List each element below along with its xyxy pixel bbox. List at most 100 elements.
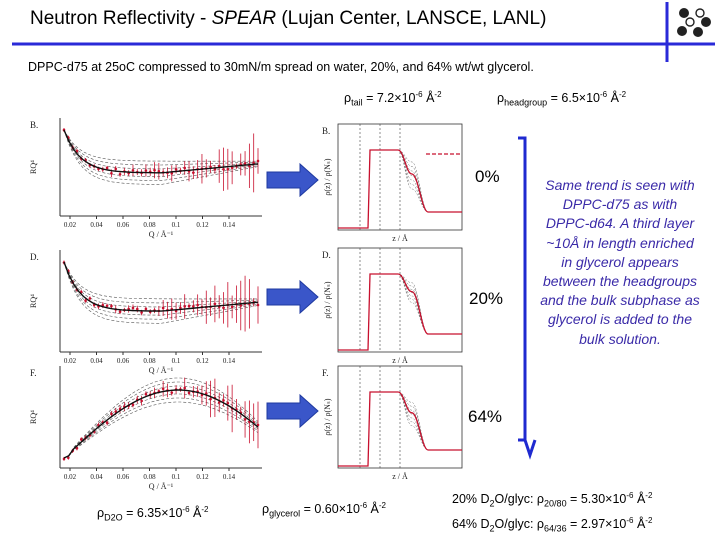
data-point [79,438,83,441]
data-point [230,166,234,170]
data-point [174,167,178,171]
density-panel-3: F. ρ(z) / ρ(Nₛ) z / Å [322,365,463,481]
subtitle: DPPC-d75 at 25oC compressed to 30mN/m sp… [28,60,534,74]
x-label: Q / Å⁻¹ [149,482,174,491]
profile-variant [338,149,462,229]
data-point [243,162,247,165]
data-point [192,171,195,174]
data-point [144,307,148,311]
trend-bracket [518,136,527,442]
data-point [213,168,217,171]
profile-variant [338,149,462,229]
data-point [209,397,212,401]
data-point [101,303,105,307]
model-curve [63,261,259,324]
model-curve [63,129,258,162]
y-label: RQ⁴ [29,410,38,424]
fit-curve [63,389,259,459]
rho-headgroup: ρheadgroup = 6.5×10-6 Å-2 [497,90,627,108]
panel-letter: B. [322,126,330,136]
data-point [183,166,187,170]
model-curve [63,129,259,166]
model-curve [63,261,258,300]
plot-frame [337,365,463,469]
data-point [114,167,118,171]
x-tick-label: 0.14 [223,473,236,481]
panel-letter: F. [30,368,37,378]
logo-dots-icon [677,8,711,37]
data-point [230,305,234,309]
reflectivity-panel-2: D. RQ⁴ Q / Å⁻¹ 0.02 0.04 0.06 0.08 0.1 0.12 0.14 [29,250,262,375]
x-tick-label: 0.06 [117,221,130,229]
x-tick-label: 0.04 [90,357,103,365]
data-point [256,423,260,427]
data-point [110,171,113,175]
data-point [192,305,195,308]
model-curve [63,129,259,181]
y-label: ρ(z) / ρ(Nₛ) [323,398,332,436]
data-point [196,303,199,307]
data-point [131,169,135,172]
data-point [75,446,79,450]
fit-curve [63,261,259,312]
y-label: RQ⁴ [29,294,38,308]
density-panel-2: D. ρ(z) / ρ(Nₛ) z / Å [322,247,463,365]
x-tick-label: 0.12 [196,357,209,365]
reflectivity-panel-3: F. RQ⁴ Q / Å⁻¹ 0.02 0.04 0.06 0.08 0.1 0.12 0.14 [29,366,262,491]
data-point [118,310,122,314]
data-point [67,456,70,460]
x-tick-label: 0.06 [117,357,130,365]
data-point [161,387,165,391]
panel-letter: D. [30,252,39,262]
data-point [118,172,122,176]
model-curve [63,261,259,304]
x-tick-label: 0.12 [196,473,209,481]
data-point [105,304,109,308]
data-point [256,303,260,307]
x-label: z / Å [392,472,408,481]
data-point [131,306,135,310]
data-point [183,386,187,390]
x-tick-label: 0.08 [143,473,156,481]
x-tick-label: 0.04 [90,473,103,481]
data-point [110,412,113,416]
y-label: RQ⁴ [29,160,38,174]
arrow-3-icon [266,393,319,429]
y-label: ρ(z) / ρ(Nₛ) [323,281,332,319]
model-curve [63,377,259,459]
x-label: Q / Å⁻¹ [149,230,174,239]
model-curve [63,401,259,459]
x-tick-label: 0.12 [196,221,209,229]
x-tick-label: 0.1 [172,221,181,229]
data-point [105,421,109,425]
data-point [157,169,161,173]
data-point [144,169,148,172]
fit-curve [63,129,259,174]
trend-note: Same trend is seen with DPPC-d75 as with… [540,177,700,347]
best-fit-profile [338,273,462,351]
density-panel-1: B. ρ(z) / ρ(Nₛ) z / Å [322,123,463,243]
data-point [140,399,143,403]
data-point [140,311,143,314]
profile-variant [338,391,462,467]
data-point [170,391,174,394]
data-point [256,159,260,163]
x-tick-label: 0.08 [143,221,156,229]
data-point [239,304,243,307]
panel-letter: B. [30,120,38,130]
model-curve [63,261,259,320]
data-point [105,166,109,170]
data-point [183,305,187,308]
arrow-2-icon [266,279,319,315]
rho-tail: ρtail = 7.2×10-6 Å-2 [344,90,442,108]
data-point [222,399,225,402]
y-label: ρ(z) / ρ(Nₛ) [323,158,332,196]
x-tick-label: 0.02 [64,473,77,481]
slide-title: Neutron Reflectivity - SPEAR (Lujan Cent… [30,8,547,29]
rho-glycerol: ρglycerol = 0.60×10-6 Å-2 [262,501,386,519]
x-tick-label: 0.02 [64,357,77,365]
profile-variant [338,149,462,229]
data-point [187,391,191,395]
model-curve [63,381,259,459]
